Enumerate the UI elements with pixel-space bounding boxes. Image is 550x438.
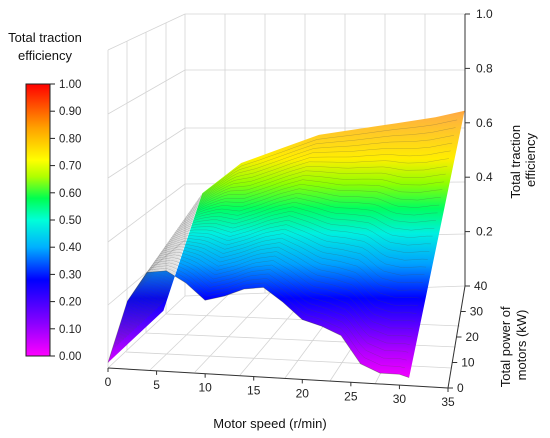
surface-contour-line: [118, 259, 410, 345]
surface-contour-line: [134, 224, 427, 330]
colorbar-tick-label: 0.70: [59, 161, 81, 173]
surface-contour-line: [131, 233, 423, 333]
surface: [107, 110, 465, 378]
x-tick-label: 0: [105, 375, 112, 389]
colorbar-tick-label: 1.00: [59, 79, 81, 91]
surface-contour-line: [155, 166, 448, 310]
z-axis-label-line1: Total traction: [508, 125, 523, 199]
z-ticks: 0.2 0.4 0.6 0.8 1.0: [465, 7, 493, 239]
y-tick-label: 30: [470, 305, 484, 319]
z-tick-label: 1.0: [476, 7, 493, 21]
surface-contour-line: [142, 201, 435, 322]
surface-contour-line: [149, 183, 441, 316]
surface-contour-line: [136, 219, 428, 328]
z-tick-label: 0.4: [476, 170, 493, 184]
colorbar-tick-label: 0.30: [59, 269, 81, 281]
surface-contour-line: [162, 135, 454, 304]
surface-contour-line: [139, 210, 432, 325]
x-tick-label: 30: [393, 392, 407, 406]
surface-contour-line: [126, 246, 419, 337]
surface-contour-line: [152, 175, 445, 313]
z-axis: 0.2 0.4 0.6 0.8 1.0 Total traction efficienc…: [464, 7, 538, 286]
surface-contour-line: [123, 251, 415, 340]
surface-contour-line: [154, 170, 446, 312]
surface-contour-line: [145, 192, 438, 319]
surface-contour-line: [114, 265, 407, 361]
surface-contour-line: [119, 257, 412, 343]
x-axis-label: Motor speed (r/min): [213, 416, 326, 431]
y-axis-label-line1: Total power of: [498, 306, 513, 387]
surface-contours: [113, 119, 458, 369]
y-ticks: 0 10 20 30 40: [448, 279, 488, 395]
x-tick-label: 5: [153, 378, 160, 392]
x-tick-label: 20: [296, 386, 310, 400]
surface-contour-line: [163, 127, 456, 303]
colorbar-tick-label: 0.80: [59, 133, 81, 145]
surface-contour-line: [144, 197, 436, 321]
surface-contour-line: [157, 158, 450, 309]
x-tick-label: 15: [247, 384, 261, 398]
z-axis-label: Total traction efficiency: [508, 121, 538, 198]
y-tick-label: 20: [466, 330, 480, 344]
x-tick-label: 10: [198, 381, 212, 395]
colorbar-tick-label: 0.10: [59, 324, 81, 336]
surface-body: [108, 110, 465, 378]
z-axis-label-line2: efficiency: [523, 133, 538, 187]
surface-contour-line: [165, 119, 458, 301]
z-tick-label: 0.8: [476, 61, 493, 75]
x-tick-label: 35: [441, 395, 455, 409]
colorbar-tick-label: 0.60: [59, 188, 81, 200]
surface-contour-line: [147, 188, 440, 318]
surface-contour-line: [140, 206, 433, 324]
y-tick-label: 10: [461, 356, 475, 370]
x-ticks: 0 5 10 15 20 25 30 35: [105, 368, 455, 409]
z-tick-label: 0.2: [476, 225, 493, 239]
colorbar-tick-label: 0.50: [59, 215, 81, 227]
colorbar-title-line2: efficiency: [18, 48, 72, 63]
colorbar-title-line1: Total traction: [8, 30, 82, 45]
surface-contour-line: [160, 142, 453, 306]
colorbar-ticks: 1.00 0.90 0.80 0.70 0.60 0.50 0.40 0.30 0.20 0.10…: [50, 79, 81, 363]
x-tick-label: 25: [344, 389, 358, 403]
surface-contour-line: [116, 262, 409, 353]
colorbar-tick-label: 0.00: [59, 351, 81, 363]
surface-contour-line: [113, 268, 405, 369]
y-axis-label: Total power of motors (kW): [498, 303, 529, 388]
surface-contour-line: [127, 242, 420, 336]
colorbar-tick-label: 0.90: [59, 106, 81, 118]
colorbar-tick-label: 0.40: [59, 242, 81, 254]
colorbar-gradient: [25, 83, 51, 357]
surface-contour-line: [150, 179, 443, 315]
y-tick-label: 40: [474, 279, 488, 293]
y-axis: 0 10 20 30 40 Total power of motors (kW): [447, 279, 529, 395]
surface-front-edge: [107, 270, 410, 378]
z-tick-label: 0.6: [476, 116, 493, 130]
surface-contour-line: [121, 254, 414, 342]
colorbar-tick-label: 0.20: [59, 297, 81, 309]
colorbar: Total traction efficiency 1.00 0.90 0.80 0.…: [8, 30, 82, 363]
surface-contour-line: [158, 150, 451, 307]
surface-contour-line: [137, 215, 430, 327]
surface-contour-line: [124, 249, 417, 339]
surface-contour-line: [132, 228, 425, 331]
x-axis: 0 5 10 15 20 25 30 35 Motor speed (r/min): [105, 367, 455, 431]
y-axis-label-line2: motors (kW): [514, 310, 529, 381]
y-tick-label: 0: [457, 381, 464, 395]
surface-contour-line: [129, 237, 422, 334]
